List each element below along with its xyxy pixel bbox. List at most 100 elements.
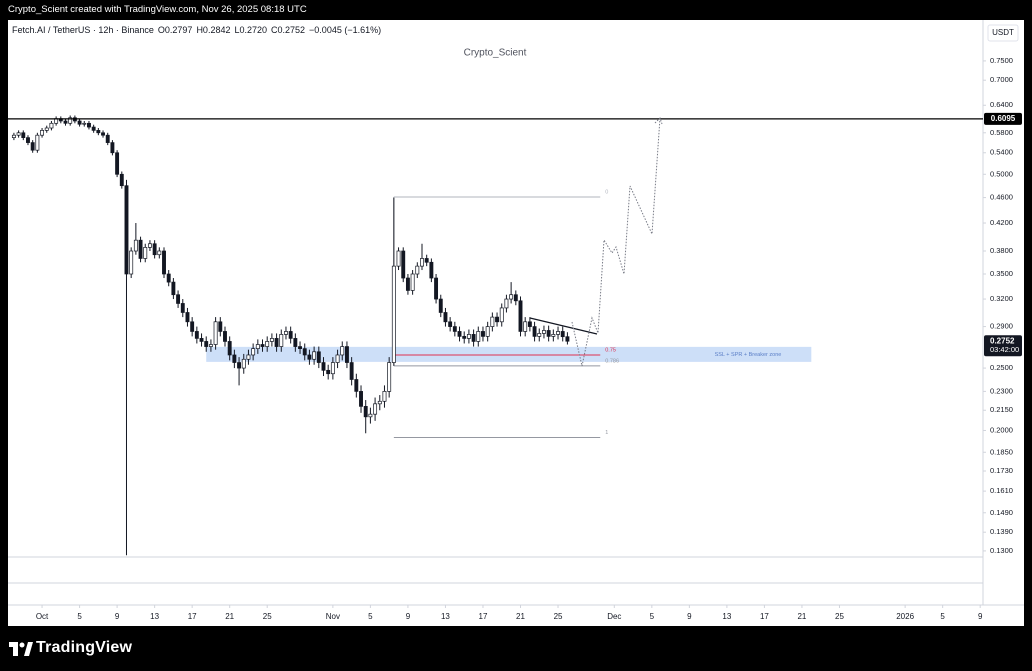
y-tick-label: 0.4200: [990, 218, 1013, 227]
candle-body: [40, 130, 45, 136]
x-tick-label: Oct: [36, 612, 49, 621]
y-tick-label: 0.1850: [990, 447, 1013, 456]
candle-body: [504, 298, 509, 309]
candle-body: [208, 344, 213, 347]
candle-body: [457, 331, 462, 337]
brand: TradingView: [36, 639, 133, 656]
x-tick-label: 9: [978, 612, 983, 621]
candle-body: [326, 369, 331, 375]
candle-body: [377, 400, 382, 405]
candle-body: [269, 338, 274, 342]
candle-body: [424, 258, 429, 263]
candle-body: [387, 362, 392, 392]
projection-arrow: [654, 117, 663, 125]
candle-body: [438, 298, 443, 313]
candle-body: [279, 334, 284, 347]
logo-part: [24, 642, 33, 656]
candle-body: [509, 294, 514, 300]
x-tick-label: 17: [479, 612, 488, 621]
candle-body: [405, 277, 410, 291]
fib-label: 0.786: [605, 358, 619, 364]
x-tick-label: 21: [225, 612, 234, 621]
candle-body: [527, 321, 532, 327]
symbol-legend: Fetch.AI / TetherUS · 12h · Binance O0.2…: [12, 25, 381, 35]
y-tick-label: 0.3800: [990, 246, 1013, 255]
candle-body: [485, 326, 490, 337]
candle-body: [124, 185, 129, 275]
candle-body: [110, 142, 115, 154]
x-tick-label: 25: [263, 612, 272, 621]
candle-body: [471, 334, 476, 342]
y-tick-label: 0.2300: [990, 386, 1013, 395]
candle-body: [556, 331, 560, 335]
candle-body: [542, 330, 546, 334]
y-tick-label: 0.6400: [990, 100, 1013, 109]
footer: TradingView: [0, 626, 1032, 671]
candle-body: [176, 294, 181, 304]
candle-body: [87, 122, 91, 128]
candle-body: [251, 348, 256, 356]
candle-body: [452, 326, 457, 332]
candle-body: [105, 134, 110, 143]
candle-body: [560, 331, 565, 338]
x-tick-label: Dec: [607, 612, 621, 621]
candle-body: [147, 243, 152, 248]
candle-body: [77, 120, 82, 125]
candle-body: [340, 346, 345, 356]
candle-body: [396, 250, 401, 267]
x-tick-label: 17: [188, 612, 197, 621]
fib-label: 0: [605, 189, 608, 195]
candle-body: [260, 344, 265, 347]
trendline: [529, 317, 598, 335]
candle-body: [190, 321, 195, 332]
candle-body: [232, 354, 237, 363]
candle-body: [373, 403, 378, 415]
candle-body: [30, 142, 35, 151]
candle-body: [274, 338, 279, 347]
candle-body: [462, 336, 467, 339]
header-bar: Crypto_Scient created with TradingView.c…: [8, 4, 307, 15]
x-tick-label: 9: [115, 612, 120, 621]
candle-body: [237, 362, 242, 369]
x-tick-label: 5: [650, 612, 655, 621]
x-tick-label: 13: [150, 612, 159, 621]
candle-body: [194, 331, 199, 339]
currency-label: USDT: [992, 28, 1014, 37]
candle-body: [82, 122, 87, 125]
candle-body: [171, 281, 176, 296]
zone-label: SSL + SPR + Breaker zone: [715, 352, 782, 358]
candle-body: [246, 354, 251, 360]
candle-body: [204, 341, 209, 347]
candle-body: [359, 391, 363, 407]
x-tick-label: 17: [760, 612, 769, 621]
y-tick-label: 0.1730: [990, 466, 1013, 475]
candle-body: [21, 132, 26, 138]
candle-body: [162, 250, 166, 275]
candle-body: [288, 331, 293, 339]
x-tick-label: 2026: [896, 612, 914, 621]
fib-label: 0.75: [605, 347, 616, 353]
candle-body: [284, 331, 288, 335]
x-tick-label: 25: [835, 612, 844, 621]
candle-body: [316, 351, 321, 363]
candle-body: [223, 331, 227, 342]
candle-body: [44, 127, 49, 131]
candle-body: [466, 334, 471, 339]
candle-body: [495, 316, 499, 323]
candle-body: [401, 250, 406, 279]
candle-body: [499, 307, 504, 323]
x-tick-label: 5: [368, 612, 373, 621]
x-tick-label: Nov: [326, 612, 340, 621]
logo-part: [13, 642, 18, 656]
candle-body: [152, 243, 157, 256]
candle-body: [119, 173, 124, 187]
y-tick-label: 0.2150: [990, 405, 1013, 414]
candle-body: [133, 239, 138, 252]
candle-body: [391, 265, 396, 363]
candle-body: [265, 341, 270, 347]
x-tick-label: 21: [797, 612, 806, 621]
candle-body: [16, 132, 21, 136]
candle-body: [218, 321, 223, 332]
candle-body: [382, 391, 387, 402]
